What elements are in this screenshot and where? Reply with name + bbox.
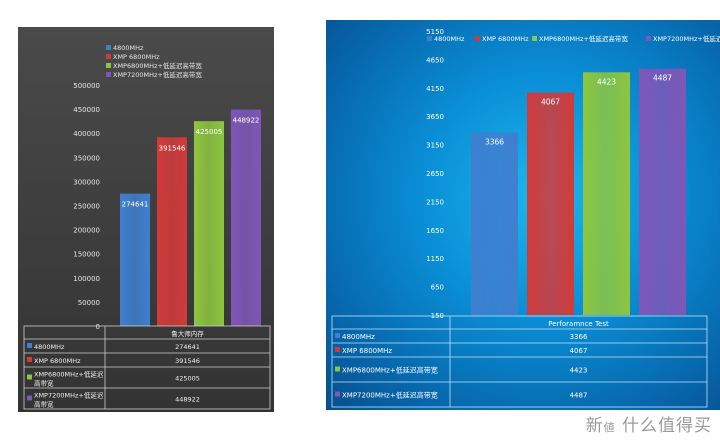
left-table-swatch (27, 395, 32, 401)
left-bar (120, 193, 150, 326)
left-table-row-label-cont: 高带宽 (34, 400, 54, 409)
right-data-label: 4067 (541, 98, 560, 107)
right-table-swatch (335, 366, 340, 372)
right-bar (583, 72, 630, 315)
right-table-row-label: XMP7200MHz+低延迟高带宽 (342, 391, 438, 400)
right-y-tick-label: 1650 (426, 227, 444, 235)
right-y-tick-label: 2650 (426, 170, 444, 178)
right-y-tick-label: 3650 (426, 113, 444, 121)
left-chart-panel: 0 50000 100000 150000 200000 250000 300000 3500… (18, 27, 274, 412)
right-y-tick-label: 1150 (426, 255, 444, 263)
right-legend-label: XMP 6800MHz (482, 35, 529, 43)
left-y-tick-label: 50000 (78, 299, 100, 307)
left-bar (157, 137, 187, 326)
left-legend-swatch (106, 45, 111, 50)
right-table-border (331, 315, 708, 408)
watermark-logo: 新値 什么值得买 (585, 416, 712, 436)
right-y-tick-label: 4650 (426, 56, 444, 64)
right-legend-swatch (532, 36, 537, 41)
right-table-swatch (335, 347, 340, 352)
left-chart-svg: 0 50000 100000 150000 200000 250000 300000 3500… (23, 44, 271, 410)
right-data-label: 4423 (597, 77, 616, 86)
left-table-row-label: 4800MHz (34, 343, 65, 351)
right-table-swatch (335, 333, 340, 338)
left-y-tick-label: 100000 (73, 275, 100, 283)
left-data-label: 274641 (122, 201, 149, 209)
left-y-tick-label: 400000 (73, 130, 100, 138)
left-legend-swatch (106, 54, 111, 59)
left-table-swatch (27, 374, 32, 380)
right-table-row-label: XMP 6800MHz (342, 347, 392, 355)
right-y-tick-label: 3150 (426, 142, 444, 150)
right-table-row-value: 3366 (570, 333, 588, 341)
left-y-tick-label: 300000 (73, 178, 100, 186)
right-y-tick-label: 2150 (426, 198, 444, 206)
right-table-swatch (335, 391, 340, 397)
right-table-header: Perforamnce Test (548, 320, 609, 328)
right-table-row-value: 4067 (570, 347, 588, 355)
left-table-row-value: 448922 (175, 396, 200, 404)
left-y-tick-label: 350000 (73, 154, 100, 162)
left-y-tick-label: 450000 (73, 106, 100, 114)
right-bar (471, 132, 518, 315)
left-legend-label: XMP6800MHz+低延迟高带宽 (113, 61, 202, 70)
left-table-row-label: XMP 6800MHz (34, 357, 81, 365)
right-table-row-value: 4423 (570, 367, 588, 375)
left-y-tick-label: 150000 (73, 251, 100, 259)
left-legend-swatch (106, 63, 111, 68)
left-data-label: 448922 (233, 117, 260, 125)
left-table-swatch (27, 343, 32, 348)
left-table-border (23, 325, 271, 410)
right-legend-label: XMP7200MHz+低延迟高带宽 (653, 34, 720, 43)
left-y-tick-label: 250000 (73, 203, 100, 211)
left-table-header: 鲁大师内存 (171, 329, 204, 338)
left-table-row-value: 274641 (175, 343, 200, 351)
left-bar (231, 109, 261, 326)
right-y-tick-label: 5150 (426, 28, 444, 36)
right-legend-swatch (475, 36, 480, 41)
left-legend-label: 4800MHz (113, 44, 144, 52)
left-table-row-value: 425005 (175, 375, 200, 383)
left-table-row-label: XMP7200MHz+低延迟 (34, 391, 104, 400)
left-legend-label: XMP 6800MHz (113, 53, 160, 61)
left-data-label: 425005 (196, 128, 223, 136)
left-table-row-label: XMP6800MHz+低延迟 (34, 370, 104, 379)
right-chart-svg: 1506501150165021502650315036504150465051… (331, 28, 720, 408)
right-table-row-label: 4800MHz (342, 333, 375, 341)
right-legend-swatch (427, 36, 432, 41)
left-legend-label: XMP7200MHz+低延迟高带宽 (113, 70, 202, 79)
right-table-row-value: 4487 (570, 392, 588, 400)
right-bar (527, 92, 574, 315)
right-bar (639, 68, 686, 315)
right-legend-label: 4800MHz (434, 35, 465, 43)
left-y-tick-label: 500000 (73, 82, 100, 90)
right-y-tick-label: 650 (431, 284, 444, 292)
right-y-tick-label: 4150 (426, 85, 444, 93)
left-legend-swatch (106, 72, 111, 77)
right-chart-panel: 150 650 1150 1650 2150 2650 3150 3650 4150 4650 51… (326, 20, 720, 410)
left-data-label: 391546 (159, 144, 186, 152)
right-legend-swatch (646, 36, 651, 41)
right-table-row-label: XMP6800MHz+低延迟高带宽 (342, 366, 438, 375)
left-table-row-value: 391546 (175, 357, 200, 365)
right-data-label: 4487 (653, 74, 672, 83)
right-legend-label: XMP6800MHz+低延迟高带宽 (539, 34, 628, 43)
left-table-row-label-cont: 高带宽 (34, 379, 54, 388)
left-bar (194, 121, 224, 327)
left-y-tick-label: 200000 (73, 227, 100, 235)
right-data-label: 3366 (485, 137, 504, 146)
left-y-tick-label: 0 (96, 323, 100, 331)
left-table-swatch (27, 357, 32, 362)
